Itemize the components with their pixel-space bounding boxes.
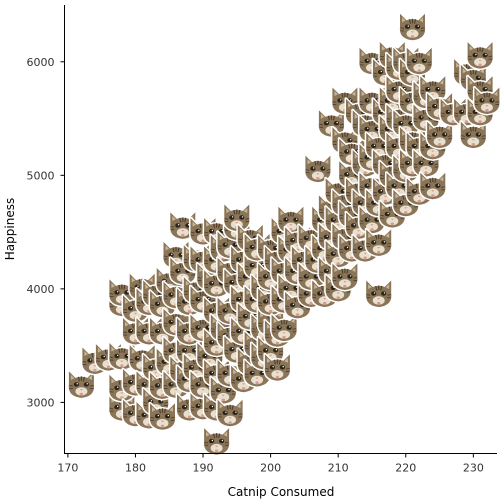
- x-tick-label: 170: [57, 462, 78, 475]
- x-axis-ticks: 170 180 190 200 210 220 230: [57, 453, 484, 475]
- data-points: [67, 12, 502, 457]
- cat-face-icon: [418, 171, 447, 201]
- y-tick-label: 5000: [27, 169, 55, 182]
- x-tick-label: 190: [193, 462, 214, 475]
- cat-face-icon: [472, 86, 502, 116]
- cat-face-icon: [364, 279, 393, 309]
- x-axis-title: Catnip Consumed: [228, 485, 335, 499]
- x-tick-label: 200: [260, 462, 281, 475]
- y-tick-label: 4000: [27, 283, 55, 296]
- cat-face-icon: [263, 352, 292, 383]
- x-tick-label: 220: [395, 462, 416, 475]
- cat-face-icon: [364, 227, 393, 258]
- cat-face-icon: [148, 401, 177, 432]
- cat-face-icon: [465, 40, 495, 71]
- cat-face-icon: [405, 46, 434, 76]
- x-tick-label: 210: [328, 462, 349, 475]
- y-tick-label: 3000: [27, 396, 55, 409]
- y-axis-ticks: 3000 4000 5000 6000: [27, 56, 65, 409]
- y-axis-title: Happiness: [3, 198, 17, 260]
- y-tick-label: 6000: [27, 56, 55, 69]
- cat-face-icon: [202, 426, 231, 457]
- x-tick-label: 180: [125, 462, 146, 475]
- cat-face-icon: [215, 398, 245, 428]
- cat-face-icon: [398, 12, 427, 42]
- cat-face-icon: [67, 369, 96, 400]
- x-tick-label: 230: [463, 462, 484, 475]
- cat-face-icon: [330, 262, 360, 292]
